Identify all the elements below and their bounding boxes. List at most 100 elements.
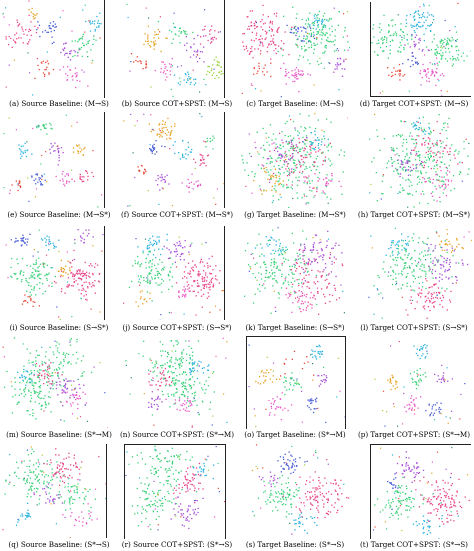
cluster-p-0 — [413, 344, 428, 360]
cluster-p-2 — [409, 368, 427, 390]
cluster-f-2 — [172, 139, 193, 160]
outliers-p — [374, 341, 466, 427]
cluster-q-2 — [57, 475, 106, 519]
tsne-scatter-t — [372, 447, 470, 539]
cluster-m-4 — [60, 391, 87, 415]
outliers-s — [251, 444, 345, 535]
cluster-t-4 — [387, 473, 399, 489]
panel-k: (k) Target Baseline: (S→S*) — [236, 220, 354, 332]
cluster-d-2 — [426, 31, 471, 67]
cluster-j-0 — [137, 233, 168, 259]
cluster-k-1 — [293, 230, 343, 282]
caption-k: (k) Target Baseline: (S→S*) — [245, 323, 345, 332]
tsne-scatter-o — [248, 344, 345, 428]
cluster-k-0 — [244, 230, 318, 314]
cluster-c-2 — [286, 24, 316, 43]
scatter-plot-s — [250, 444, 350, 538]
cluster-q-0 — [4, 448, 61, 505]
cluster-a-5 — [34, 60, 55, 79]
cluster-l-0 — [373, 231, 460, 295]
cluster-t-2 — [413, 472, 470, 525]
cluster-e-2 — [49, 142, 64, 166]
caption-j: (j) Source COT+SPST: (S→S*) — [122, 323, 232, 332]
panel-t: (t) Target COT+SPST: (S*→S) — [354, 442, 474, 551]
scatter-plot-h — [368, 112, 472, 208]
caption-g: (g) Target Baseline: (M→S*) — [244, 210, 346, 219]
tsne-scatter-l — [368, 227, 472, 319]
cluster-d-4 — [419, 57, 445, 87]
cluster-h-0 — [371, 114, 470, 208]
cluster-f-1 — [149, 140, 166, 155]
tsne-scatter-m — [2, 337, 108, 428]
panel-b: (b) Source COT+SPST: (M→S) — [118, 0, 236, 110]
caption-e: (e) Source Baseline: (M→S*) — [7, 210, 111, 219]
tsne-scatter-q — [2, 446, 106, 538]
tsne-scatter-n — [125, 337, 228, 428]
outliers-q — [2, 446, 106, 538]
cluster-f-6 — [137, 164, 147, 175]
cluster-m-2 — [50, 372, 85, 407]
cluster-s-1 — [253, 475, 300, 518]
cluster-d-1 — [371, 14, 413, 59]
cluster-n-0 — [125, 340, 200, 404]
cluster-k-4 — [274, 279, 319, 313]
cluster-k-3 — [254, 236, 287, 257]
cluster-p-3 — [434, 372, 453, 383]
panel-d: (d) Target COT+SPST: (M→S) — [354, 0, 474, 110]
cluster-p-5 — [425, 402, 442, 417]
outliers-c — [241, 7, 349, 98]
scatter-plot-q — [2, 444, 107, 538]
cluster-a-0 — [5, 14, 39, 48]
panel-r: (r) Source COT+SPST: (S*→S) — [118, 442, 236, 551]
cluster-i-6 — [57, 259, 71, 277]
cluster-i-3 — [10, 257, 56, 297]
cluster-q-4 — [15, 502, 31, 526]
scatter-plot-k — [242, 226, 346, 320]
scatter-plot-m — [2, 336, 108, 428]
cluster-l-3 — [385, 233, 410, 256]
cluster-a-4 — [85, 12, 102, 32]
cluster-f-7 — [205, 135, 215, 148]
cluster-d-6 — [402, 52, 419, 68]
caption-p: (p) Target COT+SPST: (S*→M) — [357, 430, 471, 439]
tsne-scatter-r — [125, 445, 225, 531]
cluster-m-0 — [13, 337, 93, 393]
cluster-b-1 — [157, 21, 194, 44]
tsne-scatter-f — [123, 113, 224, 207]
cluster-n-5 — [148, 391, 163, 410]
cluster-r-3 — [170, 496, 204, 530]
outliers-d — [379, 2, 459, 96]
caption-q: (q) Source Baseline: (S*→S) — [8, 540, 110, 549]
scatter-plot-a — [2, 0, 105, 98]
cluster-b-4 — [154, 57, 173, 81]
tsne-scatter-b — [126, 3, 224, 98]
cluster-f-4 — [155, 174, 170, 191]
outliers-i — [5, 229, 104, 320]
tsne-scatter-c — [241, 4, 350, 98]
cluster-f-5 — [181, 173, 202, 193]
scatter-plot-r — [124, 444, 226, 539]
cluster-q-1 — [43, 448, 83, 492]
cluster-r-4 — [192, 459, 215, 480]
cluster-p-4 — [404, 395, 422, 415]
scatter-plot-l — [368, 226, 472, 320]
cluster-n-3 — [189, 358, 210, 380]
scatter-plot-g — [240, 112, 348, 208]
outliers-j — [123, 236, 224, 320]
cluster-d-0 — [405, 3, 435, 42]
panel-s: (s) Target Baseline: (S*→S) — [236, 442, 354, 551]
cluster-b-2 — [184, 34, 212, 63]
cluster-j-3 — [175, 255, 221, 308]
cluster-e-1 — [18, 142, 33, 159]
scatter-plot-n — [124, 336, 228, 428]
cluster-s-4 — [258, 471, 279, 488]
cluster-l-1 — [418, 243, 469, 285]
cluster-i-5 — [21, 294, 40, 307]
caption-c: (c) Target Baseline: (M→S) — [246, 99, 344, 108]
cluster-t-3 — [412, 515, 443, 535]
tsne-scatter-s — [251, 444, 350, 535]
cluster-m-3 — [33, 362, 63, 385]
panel-n: (n) Source COT+SPST: (S*→M) — [118, 332, 236, 442]
cluster-h-2 — [391, 149, 423, 178]
panel-j: (j) Source COT+SPST: (S→S*) — [118, 220, 236, 332]
